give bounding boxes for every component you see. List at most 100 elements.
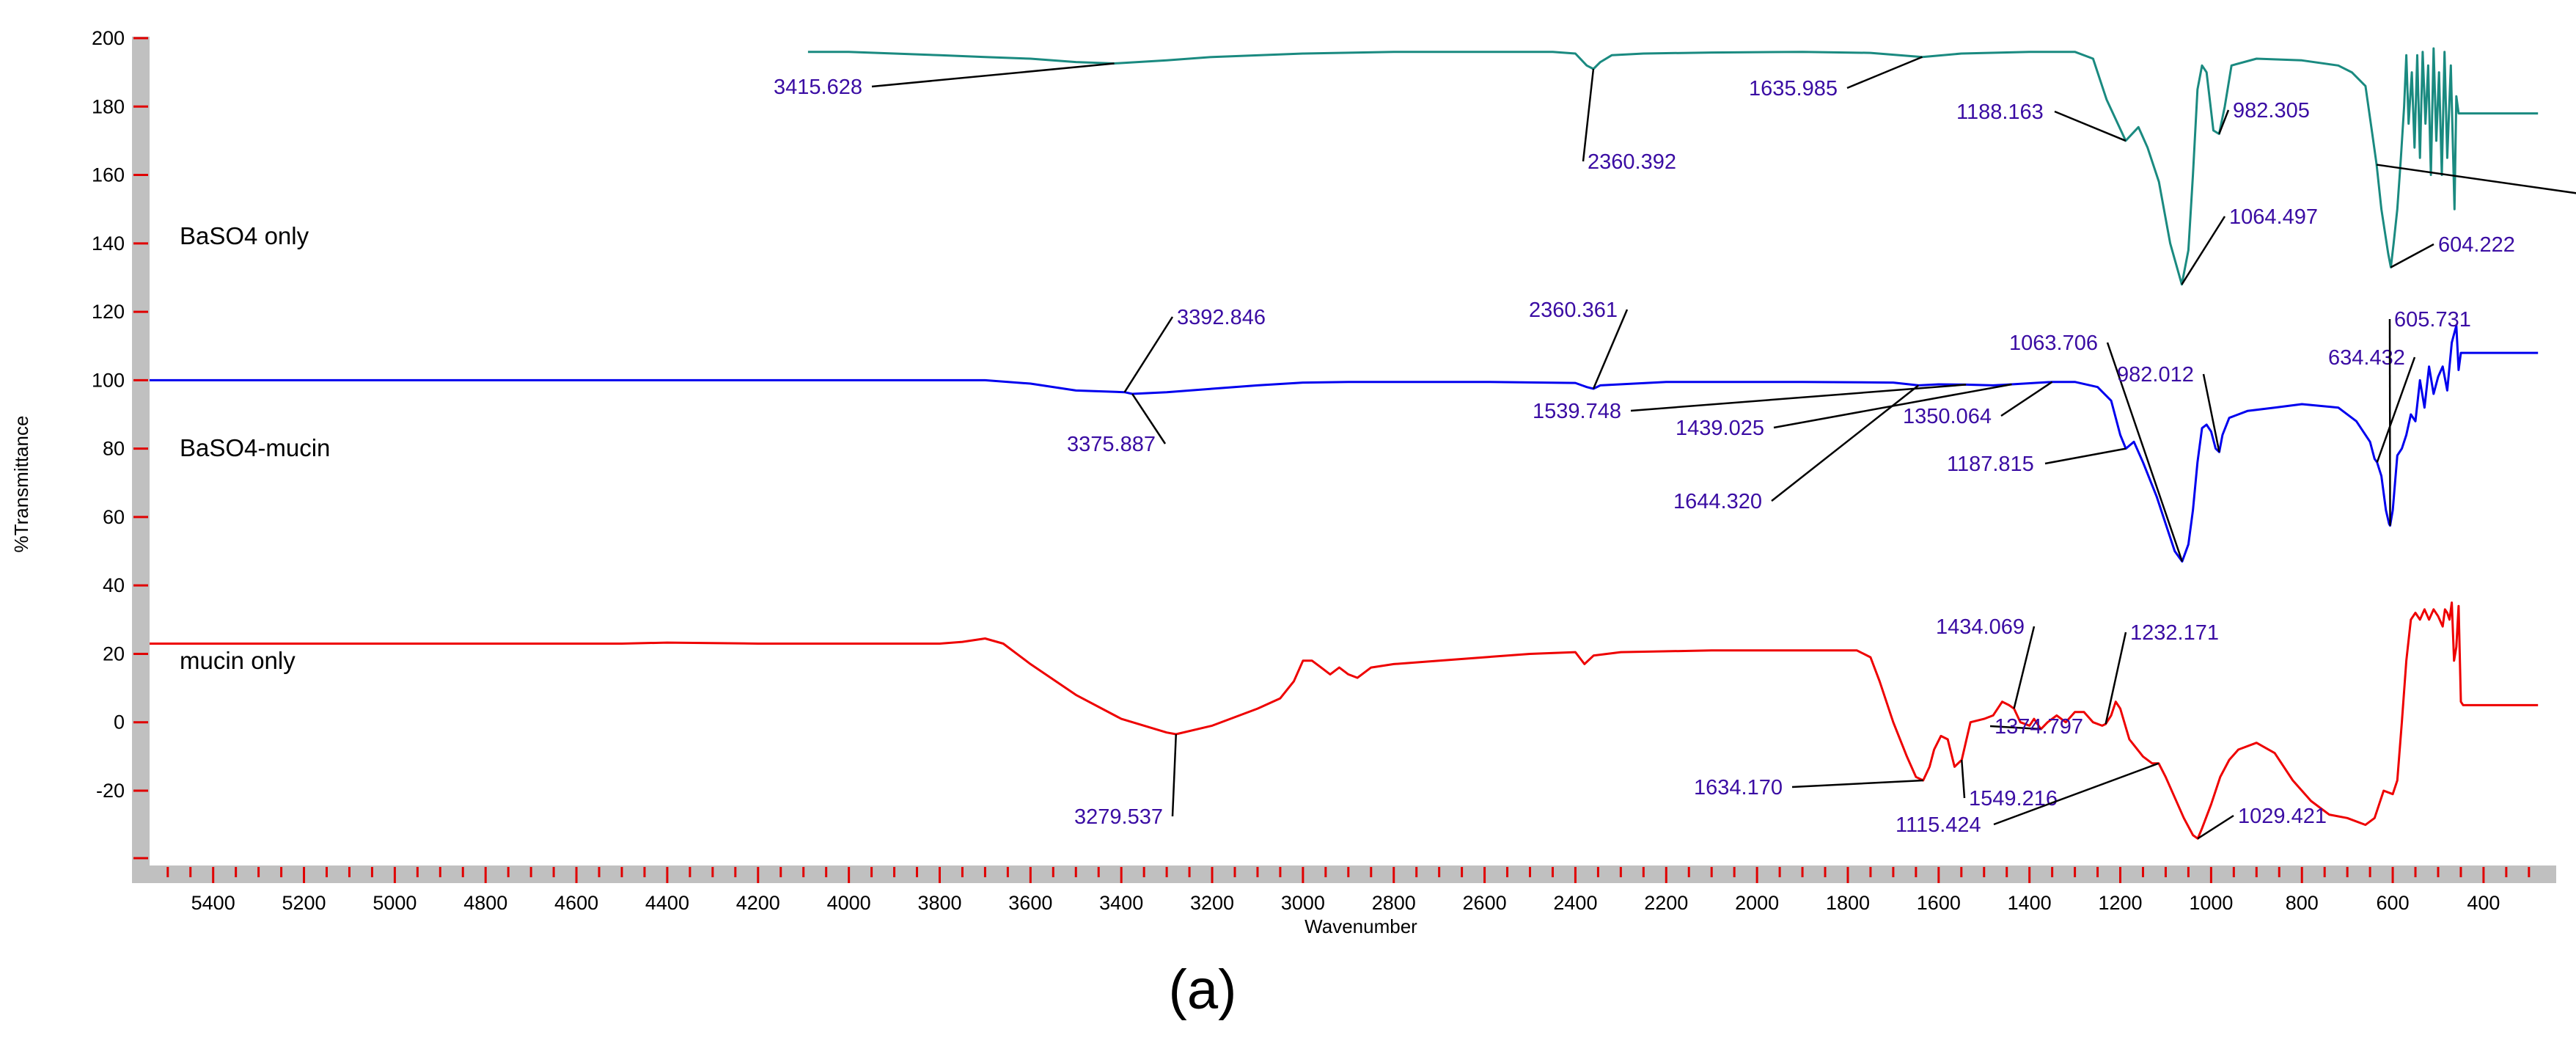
annotation-leader (2013, 626, 2036, 709)
series-group (150, 47, 2539, 840)
y-axis-title: %Transmittance (10, 416, 32, 553)
y-tick-label: 160 (92, 164, 125, 186)
x-tick-label: 4800 (463, 892, 507, 914)
x-tick-label: 1800 (1826, 892, 1870, 914)
peak-annotation: 2360.392 (1588, 150, 1676, 174)
annotation-leader (871, 62, 1115, 88)
peak-annotation: 2360.361 (1529, 299, 1618, 322)
x-axis-ticks: 5400 5200 5000 4800 4600 4400 4200 4000 3800 3600… (166, 867, 2531, 914)
annotation-leader (1771, 384, 1920, 502)
x-tick-label: 4600 (554, 892, 598, 914)
x-tick-label: 800 (2286, 892, 2319, 914)
x-tick-label: 2400 (1553, 892, 1597, 914)
peak-annotation: 1188.163 (1956, 100, 2044, 124)
x-tick-label: 3000 (1281, 892, 1325, 914)
x-tick-label: 3800 (917, 892, 961, 914)
x-tick-label: 5000 (373, 892, 417, 914)
x-tick-label: 5400 (191, 892, 235, 914)
annotation-leader (2054, 110, 2127, 142)
x-tick-label: 1000 (2189, 892, 2233, 914)
x-tick-label: 400 (2467, 892, 2500, 914)
annotation-leader (1171, 733, 1178, 817)
x-tick-label: 600 (2377, 892, 2410, 914)
x-axis-bar (132, 865, 2556, 883)
series-label-baso4-mucin: BaSO4-mucin (180, 434, 330, 461)
x-tick-label: 1400 (2008, 892, 2052, 914)
annotation-leader (1989, 725, 2041, 731)
annotation-leader (2106, 342, 2184, 562)
peak-annotation: 1064.497 (2229, 205, 2318, 229)
annotation-leader (2181, 216, 2226, 285)
peak-annotation: 982.012 (2117, 363, 2194, 387)
annotation-leader (1993, 762, 2159, 826)
peak-annotation: 1549.216 (1969, 787, 2058, 810)
peak-annotation: 982.305 (2233, 99, 2310, 122)
peak-annotation: 1187.815 (1947, 453, 2034, 476)
peak-annotation: 634.432 (2328, 346, 2405, 370)
peak-annotation: 1029.421 (2238, 805, 2327, 828)
x-tick-label: 4200 (736, 892, 780, 914)
y-tick-label: 200 (92, 27, 125, 49)
peak-annotation: 3375.887 (1067, 433, 1156, 456)
x-tick-label: 1600 (1917, 892, 1961, 914)
peak-annotations: 3415.628 2360.392 1635.985 1188.163 982.305 1… (774, 56, 2576, 840)
x-tick-label: 4400 (645, 892, 689, 914)
x-tick-label: 2800 (1372, 892, 1416, 914)
peak-annotation: 1063.706 (2009, 332, 2098, 355)
y-tick-label: 120 (92, 301, 125, 323)
y-tick-label: 20 (103, 643, 125, 665)
annotation-leader (1846, 56, 1923, 89)
annotation-leader (1582, 68, 1595, 162)
annotation-leader (2376, 356, 2416, 463)
annotation-leader (1791, 779, 1923, 788)
peak-annotation: 1539.748 (1533, 400, 1621, 423)
peak-annotation: 1634.170 (1694, 776, 1783, 799)
annotation-leader (1630, 384, 1967, 412)
y-tick-label: 180 (92, 95, 125, 117)
annotation-leader (1131, 393, 1167, 444)
peak-annotation: 1350.064 (1903, 405, 1992, 428)
peak-annotation: 604.222 (2438, 233, 2515, 257)
y-tick-label: 40 (103, 574, 125, 596)
annotation-leader (1592, 309, 1629, 389)
peak-annotation: 1232.171 (2130, 621, 2219, 645)
x-tick-label: 2200 (1644, 892, 1688, 914)
peak-annotation: 1439.025 (1676, 417, 1764, 440)
peak-annotation: 3392.846 (1177, 306, 1266, 329)
x-tick-label: 1200 (2098, 892, 2142, 914)
peak-annotation: 1434.069 (1936, 615, 2025, 639)
series-line-0 (807, 47, 2539, 286)
x-tick-label: 4000 (827, 892, 871, 914)
x-tick-label: 5200 (282, 892, 326, 914)
x-tick-label: 3600 (1008, 892, 1052, 914)
peak-annotation: 1635.985 (1749, 77, 1838, 100)
series-label-baso4-only: BaSO4 only (180, 222, 309, 249)
x-tick-label: 2000 (1735, 892, 1779, 914)
peak-annotation: 1374.797 (1995, 715, 2083, 739)
annotation-leader (2218, 109, 2230, 135)
series-label-mucin-only: mucin only (180, 647, 296, 674)
x-axis-title: Wavenumber (1304, 915, 1417, 937)
x-tick-label: 3400 (1099, 892, 1143, 914)
y-tick-label: 60 (103, 506, 125, 528)
series-line-1 (150, 324, 2539, 563)
y-axis-bar (132, 37, 150, 880)
peak-annotation: 1115.424 (1896, 813, 1981, 837)
y-tick-label: -20 (96, 780, 125, 802)
x-tick-label: 3200 (1190, 892, 1234, 914)
annotation-leader (2197, 814, 2234, 840)
peak-annotation: 3279.537 (1074, 805, 1163, 829)
y-tick-label: 140 (92, 233, 125, 255)
peak-annotation: 1644.320 (1673, 490, 1762, 513)
y-tick-label: 0 (114, 711, 125, 733)
series-line-2 (150, 601, 2539, 840)
x-tick-label: 2600 (1463, 892, 1507, 914)
peak-annotation: 605.731 (2394, 308, 2471, 332)
annotation-leader (2202, 373, 2220, 453)
y-tick-label: 80 (103, 438, 125, 460)
y-tick-label: 100 (92, 369, 125, 391)
peak-annotation: 3415.628 (774, 76, 862, 99)
figure-caption: (a) (1169, 959, 1237, 1021)
